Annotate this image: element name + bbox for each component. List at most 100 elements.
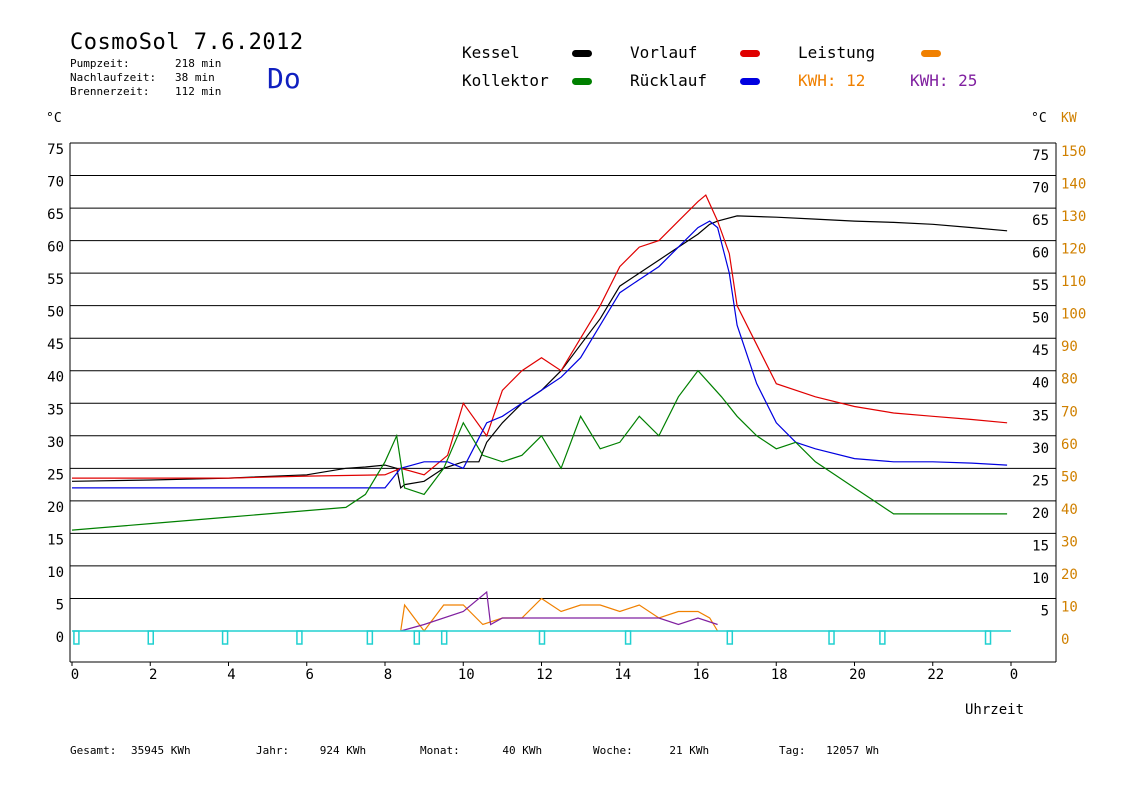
pump-marker <box>828 630 835 645</box>
y-tick-label: 50 <box>47 305 64 321</box>
legend-leistung-label: Leistung <box>798 43 876 62</box>
left-axis-unit: °C <box>46 111 62 126</box>
y-tick-label: 70 <box>47 175 64 191</box>
legend-vorlauf-swatch <box>740 50 760 57</box>
total-jahr: Jahr: 924 KWh <box>256 744 366 757</box>
total-tag: Tag: 12057 Wh <box>779 744 879 757</box>
legend-ruecklauf-label: Rücklauf <box>630 71 708 90</box>
y-right-tick-label: 35 <box>1032 408 1049 424</box>
y-kw-tick-label: 130 <box>1061 209 1086 225</box>
x-tick-label: 20 <box>849 667 866 683</box>
stat-label: Pumpzeit: <box>70 57 130 70</box>
y-tick-label: 5 <box>56 597 64 613</box>
y-axis-kw-ticks: 0 10 20 30 40 50 60 70 80 90 100 110 120 130 140 150 <box>1061 144 1086 648</box>
total-label: Monat: <box>420 744 460 757</box>
x-tick-label: 8 <box>384 667 392 683</box>
y-tick-label: 30 <box>47 435 64 451</box>
y-right-tick-label: 5 <box>1041 603 1049 619</box>
y-right-tick-label: 10 <box>1032 571 1049 587</box>
y-kw-tick-label: 10 <box>1061 599 1078 615</box>
legend-kwh-purple: KWH: 25 <box>910 71 978 90</box>
legend-kessel-swatch <box>572 50 592 57</box>
pump-marker <box>440 630 448 645</box>
series-line-kwh <box>400 590 718 632</box>
data-series <box>71 194 1008 632</box>
y-tick-label: 10 <box>47 565 64 581</box>
legend-leistung-swatch <box>921 50 941 57</box>
y-kw-tick-label: 70 <box>1061 404 1078 420</box>
y-kw-tick-label: 60 <box>1061 437 1078 453</box>
pump-marker <box>984 630 992 645</box>
pump-markers <box>72 630 1011 645</box>
series-line-kessel <box>71 215 1008 490</box>
pump-marker <box>538 630 546 645</box>
pump-marker <box>879 630 886 645</box>
pump-marker <box>624 630 632 645</box>
total-value: 40 KWh <box>502 744 543 757</box>
total-value: 35945 KWh <box>130 744 191 757</box>
weekday: Do <box>267 62 301 95</box>
total-label: Gesamt: <box>70 744 117 757</box>
x-tick-label: 4 <box>227 667 235 683</box>
y-kw-tick-label: 120 <box>1061 242 1086 258</box>
y-kw-tick-label: 110 <box>1061 274 1086 290</box>
y-right-tick-label: 20 <box>1032 506 1049 522</box>
y-kw-tick-label: 100 <box>1061 307 1086 323</box>
pump-marker <box>147 630 154 645</box>
stat-value: 218 min <box>175 57 222 70</box>
series-line-vorlauf <box>72 194 1008 479</box>
total-value: 924 KWh <box>319 744 367 757</box>
y-kw-tick-label: 140 <box>1061 177 1086 193</box>
pump-marker <box>221 630 229 645</box>
y-kw-tick-label: 20 <box>1061 567 1078 583</box>
y-kw-tick-label: 80 <box>1061 372 1078 388</box>
stat-value: 112 min <box>175 85 222 98</box>
y-right-tick-label: 40 <box>1032 376 1049 392</box>
total-gesamt: Gesamt: 35945 KWh <box>70 744 191 757</box>
x-tick-label: 18 <box>771 667 788 683</box>
legend-ruecklauf-swatch <box>740 78 760 85</box>
total-value: 12057 Wh <box>826 744 880 757</box>
stat-pumpzeit: Pumpzeit: 218 min <box>70 57 221 71</box>
pump-marker <box>726 630 734 645</box>
legend-kollektor-swatch <box>572 78 592 85</box>
y-kw-tick-label: 50 <box>1061 469 1078 485</box>
y-kw-tick-label: 150 <box>1061 144 1086 160</box>
y-tick-label: 0 <box>56 630 64 646</box>
y-kw-tick-label: 40 <box>1061 502 1078 518</box>
legend-vorlauf-label: Vorlauf <box>630 43 698 62</box>
total-label: Woche: <box>593 744 633 757</box>
stat-brennerzeit: Brennerzeit: 112 min <box>70 85 221 99</box>
y-right-tick-label: 50 <box>1032 311 1049 327</box>
y-right-tick-label: 60 <box>1032 246 1049 262</box>
x-tick-label: 10 <box>458 667 475 683</box>
legend-kollektor-label: Kollektor <box>462 71 549 90</box>
x-tick-label: 2 <box>149 667 157 683</box>
pump-marker <box>413 630 421 645</box>
y-axis-left-ticks: 0 5 10 15 20 25 30 35 40 45 50 55 60 65 70 75 <box>47 142 64 646</box>
total-label: Tag: <box>779 744 806 757</box>
pump-marker <box>296 630 303 645</box>
total-value: 21 KWh <box>669 744 710 757</box>
legend-kwh-orange: KWH: 12 <box>798 71 866 90</box>
y-kw-tick-label: 90 <box>1061 339 1078 355</box>
right-axis-unit-kw: KW <box>1061 111 1077 126</box>
x-tick-label: 0 <box>1010 667 1018 683</box>
stat-label: Nachlaufzeit: <box>70 71 157 84</box>
y-tick-label: 45 <box>47 337 64 353</box>
y-tick-label: 25 <box>47 467 64 483</box>
y-axis-right-ticks: 5 10 15 20 25 30 35 40 45 50 55 60 65 70 75 <box>1032 148 1049 619</box>
x-tick-label: 16 <box>693 667 710 683</box>
y-tick-label: 60 <box>47 240 64 256</box>
stat-value: 38 min <box>175 71 215 84</box>
total-monat: Monat: 40 KWh <box>420 744 542 757</box>
y-right-tick-label: 30 <box>1032 441 1049 457</box>
x-tick-label: 0 <box>71 667 79 683</box>
total-woche: Woche: 21 KWh <box>593 744 709 757</box>
series-line-kollektor <box>71 369 1008 531</box>
y-right-tick-label: 45 <box>1032 343 1049 359</box>
y-right-tick-label: 25 <box>1032 473 1049 489</box>
y-tick-label: 40 <box>47 370 64 386</box>
series-line-leistung <box>400 597 719 632</box>
